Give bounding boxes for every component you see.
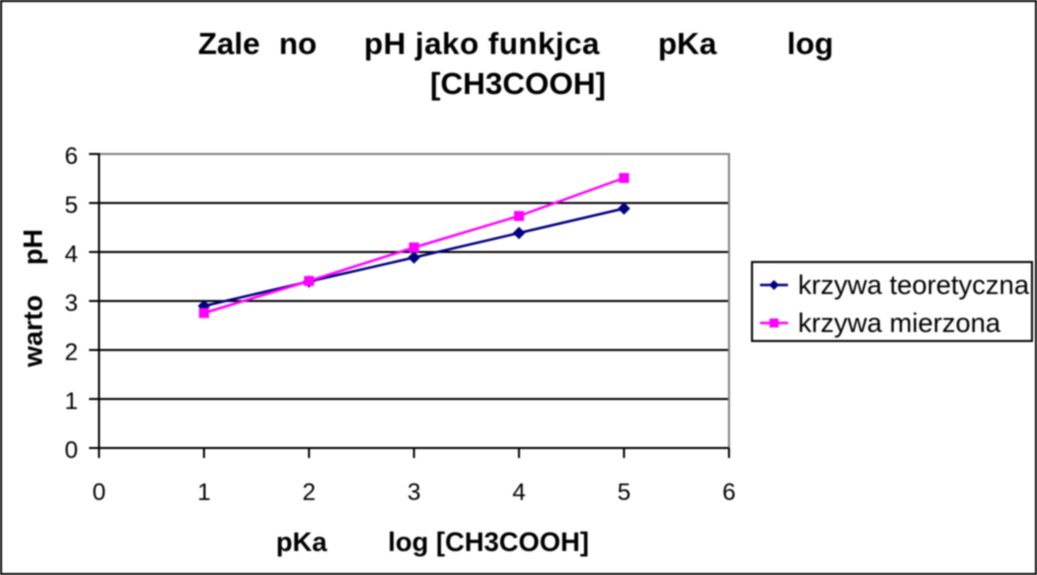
svg-text:no: no bbox=[279, 26, 317, 61]
svg-text:pKa: pKa bbox=[276, 527, 328, 557]
svg-text:2: 2 bbox=[65, 339, 78, 366]
svg-text:4: 4 bbox=[512, 479, 525, 506]
svg-text:1: 1 bbox=[197, 479, 210, 506]
svg-text:log: log bbox=[787, 26, 834, 61]
svg-text:[CH3COOH]: [CH3COOH] bbox=[430, 66, 606, 101]
svg-text:4: 4 bbox=[65, 241, 78, 268]
svg-text:5: 5 bbox=[65, 192, 78, 219]
svg-text:6: 6 bbox=[722, 479, 735, 506]
svg-text:pH jako funkjca: pH jako funkjca bbox=[364, 26, 600, 61]
svg-text:1: 1 bbox=[65, 388, 78, 415]
svg-text:0: 0 bbox=[65, 437, 78, 464]
svg-text:pKa: pKa bbox=[658, 26, 717, 61]
svg-text:3: 3 bbox=[65, 290, 78, 317]
svg-text:Zale: Zale bbox=[198, 26, 260, 61]
svg-text:0: 0 bbox=[92, 479, 105, 506]
svg-text:6: 6 bbox=[65, 143, 78, 170]
svg-text:3: 3 bbox=[407, 479, 420, 506]
svg-text:log [CH3COOH]: log [CH3COOH] bbox=[388, 527, 589, 557]
svg-text:warto pH: warto pH bbox=[18, 229, 48, 368]
svg-text:2: 2 bbox=[302, 479, 315, 506]
svg-text:krzywa teoretyczna: krzywa teoretyczna bbox=[798, 270, 1030, 300]
svg-text:krzywa mierzona: krzywa mierzona bbox=[798, 308, 1002, 338]
svg-text:5: 5 bbox=[617, 479, 630, 506]
